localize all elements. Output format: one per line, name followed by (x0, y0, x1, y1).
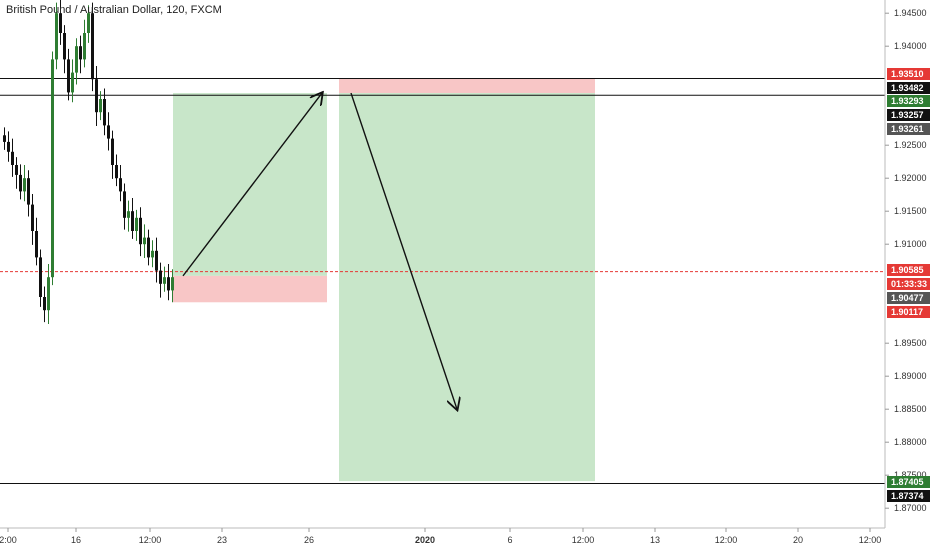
candle-body (23, 178, 26, 192)
x-tick-label: 16 (71, 535, 81, 545)
y-tick-label: 1.87500 (894, 470, 927, 480)
candle-body (27, 178, 30, 205)
x-tick-label: 26 (304, 535, 314, 545)
candle-body (7, 141, 10, 152)
candle-body (163, 277, 166, 284)
x-tick-label: 13 (650, 535, 660, 545)
price-tag (887, 264, 930, 276)
price-tag-label: 1.90585 (891, 265, 924, 275)
x-tick-label: 2:00 (0, 535, 17, 545)
candle-body (131, 211, 134, 231)
price-tag-label: 1.87374 (891, 491, 924, 501)
candle-body (103, 99, 106, 126)
y-tick-label: 1.94500 (894, 8, 927, 18)
price-tag (887, 476, 930, 488)
candle-body (79, 46, 82, 60)
price-tag (887, 109, 930, 121)
candle-body (59, 13, 62, 33)
candle-body (43, 297, 46, 311)
candle-body (123, 191, 126, 218)
long-arrow (182, 93, 322, 277)
candle-body (159, 270, 162, 284)
x-tick-label: 12:00 (139, 535, 162, 545)
candle-body (3, 135, 6, 142)
candle-body (75, 46, 78, 73)
price-tag-label: 1.90477 (891, 293, 924, 303)
price-tag (887, 82, 930, 94)
candle-body (51, 59, 54, 278)
candle-body (111, 138, 114, 165)
y-tick-label: 1.89000 (894, 371, 927, 381)
candle-body (67, 59, 70, 93)
candle-body (95, 79, 98, 113)
x-tick-label: 12:00 (572, 535, 595, 545)
x-tick-label: 23 (217, 535, 227, 545)
y-tick-label: 1.94000 (894, 41, 927, 51)
price-tag (887, 490, 930, 502)
candle-body (151, 250, 154, 258)
y-tick-label: 1.89500 (894, 338, 927, 348)
price-tag-label: 1.93482 (891, 83, 924, 93)
price-tag-label: 1.93510 (891, 69, 924, 79)
candle-body (15, 165, 18, 175)
candle-body (155, 250, 158, 271)
price-tag-label: 1.90117 (891, 307, 923, 317)
short-loss-zone (339, 78, 595, 94)
candle-body (127, 211, 130, 218)
short-arrow (350, 92, 457, 409)
candle-body (139, 217, 142, 245)
candle-body (171, 277, 174, 291)
x-tick-label: 12:00 (859, 535, 882, 545)
x-tick-label: 12:00 (715, 535, 738, 545)
candle-body (39, 257, 42, 297)
candle-body (83, 33, 86, 60)
candle-body (115, 165, 118, 179)
candle-body (167, 277, 170, 291)
candle-body (47, 277, 50, 311)
candle-body (99, 99, 102, 113)
candle-body (35, 231, 38, 258)
x-tick-label: 2020 (415, 535, 435, 545)
price-tag (887, 68, 930, 80)
y-tick-label: 1.91000 (894, 239, 927, 249)
candle-body (119, 178, 122, 192)
y-tick-label: 1.91500 (894, 206, 927, 216)
price-tag-label: 01:33:33 (891, 279, 927, 289)
price-tag-label: 1.93261 (891, 124, 924, 134)
candle-body (71, 72, 74, 93)
candle-body (63, 33, 66, 60)
price-tag (887, 278, 930, 290)
candle-body (55, 13, 58, 60)
y-tick-label: 1.88000 (894, 437, 927, 447)
y-tick-label: 1.92000 (894, 173, 927, 183)
candle-body (11, 151, 14, 165)
y-tick-label: 1.92500 (894, 140, 927, 150)
chart-title: British Pound / Australian Dollar, 120, … (6, 4, 222, 16)
y-tick-label: 1.87000 (894, 503, 927, 513)
candle-body (143, 237, 146, 245)
candle-body (19, 174, 22, 192)
short-profit-zone (339, 93, 595, 482)
price-tag-label: 1.93257 (891, 110, 924, 120)
price-tag (887, 306, 930, 318)
candle-body (147, 237, 150, 258)
price-tag (887, 123, 930, 135)
price-tag-label: 1.93293 (891, 96, 924, 106)
candle-body (31, 204, 34, 231)
long-loss-zone (173, 275, 327, 303)
long-profit-zone (173, 93, 327, 276)
candle-body (135, 217, 138, 231)
x-tick-label: 6 (507, 535, 512, 545)
candle-body (107, 125, 110, 139)
y-tick-label: 1.88500 (894, 404, 927, 414)
candle-body (87, 13, 90, 33)
candle-body (91, 13, 94, 80)
x-tick-label: 20 (793, 535, 803, 545)
price-tag (887, 95, 930, 107)
price-tag (887, 292, 930, 304)
price-tag-label: 1.87405 (891, 477, 924, 487)
